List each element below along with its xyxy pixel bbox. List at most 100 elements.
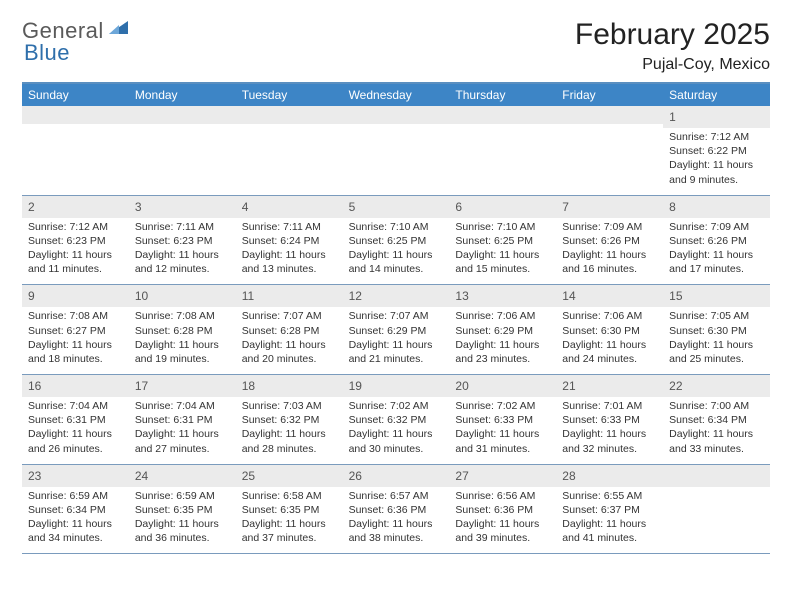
sunset-time: 6:35 PM (280, 504, 319, 516)
daylight-value: 11 hours and 38 minutes. (349, 518, 433, 544)
day-number-row: 2 (22, 196, 129, 218)
daylight-line: Daylight: 11 hours and 39 minutes. (455, 517, 550, 545)
sunrise-time: 7:01 AM (604, 400, 643, 412)
calendar-page: GeneralBlue February 2025 Pujal-Coy, Mex… (0, 0, 792, 554)
calendar-day: 7Sunrise: 7:09 AMSunset: 6:26 PMDaylight… (556, 196, 663, 285)
day-number-row: 26 (343, 465, 450, 487)
day-info: Sunrise: 6:59 AMSunset: 6:35 PMDaylight:… (135, 489, 230, 546)
sunset-line: Sunset: 6:29 PM (349, 324, 444, 338)
calendar-empty-cell (449, 106, 556, 195)
day-number (669, 469, 672, 483)
daylight-value: 11 hours and 31 minutes. (455, 428, 539, 454)
sunset-time: 6:30 PM (708, 325, 747, 337)
sunrise-time: 7:10 AM (390, 221, 429, 233)
sunrise-time: 7:08 AM (69, 310, 108, 322)
daylight-line: Daylight: 11 hours and 19 minutes. (135, 338, 230, 366)
calendar-day: 13Sunrise: 7:06 AMSunset: 6:29 PMDayligh… (449, 285, 556, 374)
day-number: 2 (28, 200, 35, 214)
day-number-row: 14 (556, 285, 663, 307)
sunset-line: Sunset: 6:33 PM (562, 413, 657, 427)
day-number: 4 (242, 200, 249, 214)
sunrise-line: Sunrise: 7:02 AM (349, 399, 444, 413)
sunrise-line: Sunrise: 7:11 AM (242, 220, 337, 234)
daylight-value: 11 hours and 30 minutes. (349, 428, 433, 454)
daylight-value: 11 hours and 15 minutes. (455, 249, 539, 275)
daylight-line: Daylight: 11 hours and 24 minutes. (562, 338, 657, 366)
calendar-day: 17Sunrise: 7:04 AMSunset: 6:31 PMDayligh… (129, 375, 236, 464)
day-number-row: 19 (343, 375, 450, 397)
calendar-week: 1Sunrise: 7:12 AMSunset: 6:22 PMDaylight… (22, 106, 770, 196)
day-number: 20 (455, 379, 468, 393)
daylight-value: 11 hours and 27 minutes. (135, 428, 219, 454)
sunset-time: 6:28 PM (173, 325, 212, 337)
sunset-line: Sunset: 6:25 PM (455, 234, 550, 248)
calendar-day: 14Sunrise: 7:06 AMSunset: 6:30 PMDayligh… (556, 285, 663, 374)
day-number-row: 23 (22, 465, 129, 487)
daylight-line: Daylight: 11 hours and 12 minutes. (135, 248, 230, 276)
day-number-row: 24 (129, 465, 236, 487)
day-number: 1 (669, 110, 676, 124)
sunset-time: 6:28 PM (280, 325, 319, 337)
daylight-value: 11 hours and 33 minutes. (669, 428, 753, 454)
day-number: 21 (562, 379, 575, 393)
sunrise-time: 6:58 AM (283, 490, 322, 502)
calendar-day: 5Sunrise: 7:10 AMSunset: 6:25 PMDaylight… (343, 196, 450, 285)
sunset-line: Sunset: 6:35 PM (242, 503, 337, 517)
weekday-header: Friday (556, 84, 663, 106)
daylight-value: 11 hours and 37 minutes. (242, 518, 326, 544)
day-number-row: 7 (556, 196, 663, 218)
sunrise-line: Sunrise: 6:55 AM (562, 489, 657, 503)
sunset-time: 6:23 PM (173, 235, 212, 247)
calendar-day: 16Sunrise: 7:04 AMSunset: 6:31 PMDayligh… (22, 375, 129, 464)
day-number: 17 (135, 379, 148, 393)
day-number-row: 11 (236, 285, 343, 307)
daylight-line: Daylight: 11 hours and 23 minutes. (455, 338, 550, 366)
day-info: Sunrise: 7:03 AMSunset: 6:32 PMDaylight:… (242, 399, 337, 456)
daylight-line: Daylight: 11 hours and 18 minutes. (28, 338, 123, 366)
daylight-line: Daylight: 11 hours and 34 minutes. (28, 517, 123, 545)
day-number-row: 4 (236, 196, 343, 218)
calendar-day: 10 Sunrise: 7:08 AMSunset: 6:28 PMDayligh… (129, 285, 236, 374)
day-info: Sunrise: 7:11 AMSunset: 6:24 PMDaylight:… (242, 220, 337, 277)
daylight-value: 11 hours and 34 minutes. (28, 518, 112, 544)
sunset-line: Sunset: 6:23 PM (135, 234, 230, 248)
calendar-day: 25Sunrise: 6:58 AMSunset: 6:35 PMDayligh… (236, 465, 343, 554)
day-number-row: 20 (449, 375, 556, 397)
day-info: Sunrise: 7:08 AMSunset: 6:28 PMDaylight:… (135, 309, 230, 366)
day-info: Sunrise: 7:06 AMSunset: 6:29 PMDaylight:… (455, 309, 550, 366)
day-info: Sunrise: 7:07 AMSunset: 6:28 PMDaylight:… (242, 309, 337, 366)
sunset-line: Sunset: 6:31 PM (135, 413, 230, 427)
sunset-line: Sunset: 6:36 PM (349, 503, 444, 517)
day-number-row (22, 106, 129, 124)
sunset-line: Sunset: 6:28 PM (135, 324, 230, 338)
sunrise-line: Sunrise: 6:58 AM (242, 489, 337, 503)
day-info: Sunrise: 7:07 AMSunset: 6:29 PMDaylight:… (349, 309, 444, 366)
day-info: Sunrise: 6:55 AMSunset: 6:37 PMDaylight:… (562, 489, 657, 546)
day-number: 10 (135, 289, 148, 303)
day-info: Sunrise: 7:08 AMSunset: 6:27 PMDaylight:… (28, 309, 123, 366)
daylight-value: 11 hours and 28 minutes. (242, 428, 326, 454)
day-number-row (343, 106, 450, 124)
sunset-line: Sunset: 6:23 PM (28, 234, 123, 248)
daylight-value: 11 hours and 23 minutes. (455, 339, 539, 365)
calendar-day: 1Sunrise: 7:12 AMSunset: 6:22 PMDaylight… (663, 106, 770, 195)
day-number-row: 15 (663, 285, 770, 307)
daylight-value: 11 hours and 36 minutes. (135, 518, 219, 544)
sunrise-line: Sunrise: 7:07 AM (349, 309, 444, 323)
daylight-line: Daylight: 11 hours and 15 minutes. (455, 248, 550, 276)
day-number-row: 21 (556, 375, 663, 397)
sunrise-time: 7:02 AM (497, 400, 536, 412)
day-number: 23 (28, 469, 41, 483)
day-info: Sunrise: 7:00 AMSunset: 6:34 PMDaylight:… (669, 399, 764, 456)
sunrise-time: 6:59 AM (176, 490, 215, 502)
sunrise-line: Sunrise: 7:10 AM (349, 220, 444, 234)
day-info: Sunrise: 7:01 AMSunset: 6:33 PMDaylight:… (562, 399, 657, 456)
sunset-line: Sunset: 6:22 PM (669, 144, 764, 158)
sunset-time: 6:32 PM (280, 414, 319, 426)
sunrise-line: Sunrise: 7:06 AM (455, 309, 550, 323)
sunset-time: 6:33 PM (494, 414, 533, 426)
day-number-row: 22 (663, 375, 770, 397)
calendar-day: 18Sunrise: 7:03 AMSunset: 6:32 PMDayligh… (236, 375, 343, 464)
calendar-day: 22Sunrise: 7:00 AMSunset: 6:34 PMDayligh… (663, 375, 770, 464)
day-number: 25 (242, 469, 255, 483)
